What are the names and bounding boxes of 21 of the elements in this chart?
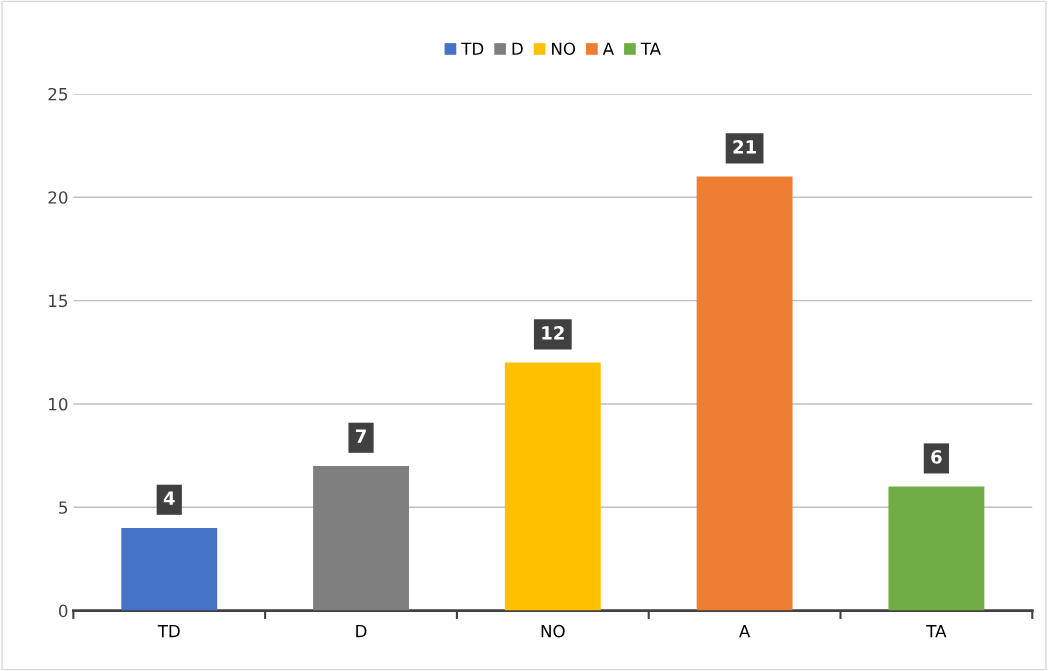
y-tick-label: 25 [48,87,68,101]
x-tick-label: TD [157,625,180,638]
legend-label: TD [461,42,484,55]
x-tick-label: A [739,625,751,638]
y-tick-label: 15 [49,294,68,308]
data-label: 7 [355,429,366,443]
x-tick-label: TA [926,625,947,638]
y-tick-label: 0 [58,604,68,618]
y-tick-label: 5 [59,501,68,514]
y-tick-label: 10 [49,397,68,411]
legend-label: A [602,42,614,55]
data-label: 4 [163,491,175,505]
data-label: 21 [733,140,756,154]
y-tick-label: 20 [48,191,68,204]
legend-label: TA [640,42,661,55]
data-label: 6 [931,450,942,464]
x-tick-label: NO [541,624,565,638]
x-tick-label: D [356,625,367,638]
legend-label: D [512,42,523,55]
legend-label: NO [552,42,576,56]
data-label: 12 [542,326,564,340]
